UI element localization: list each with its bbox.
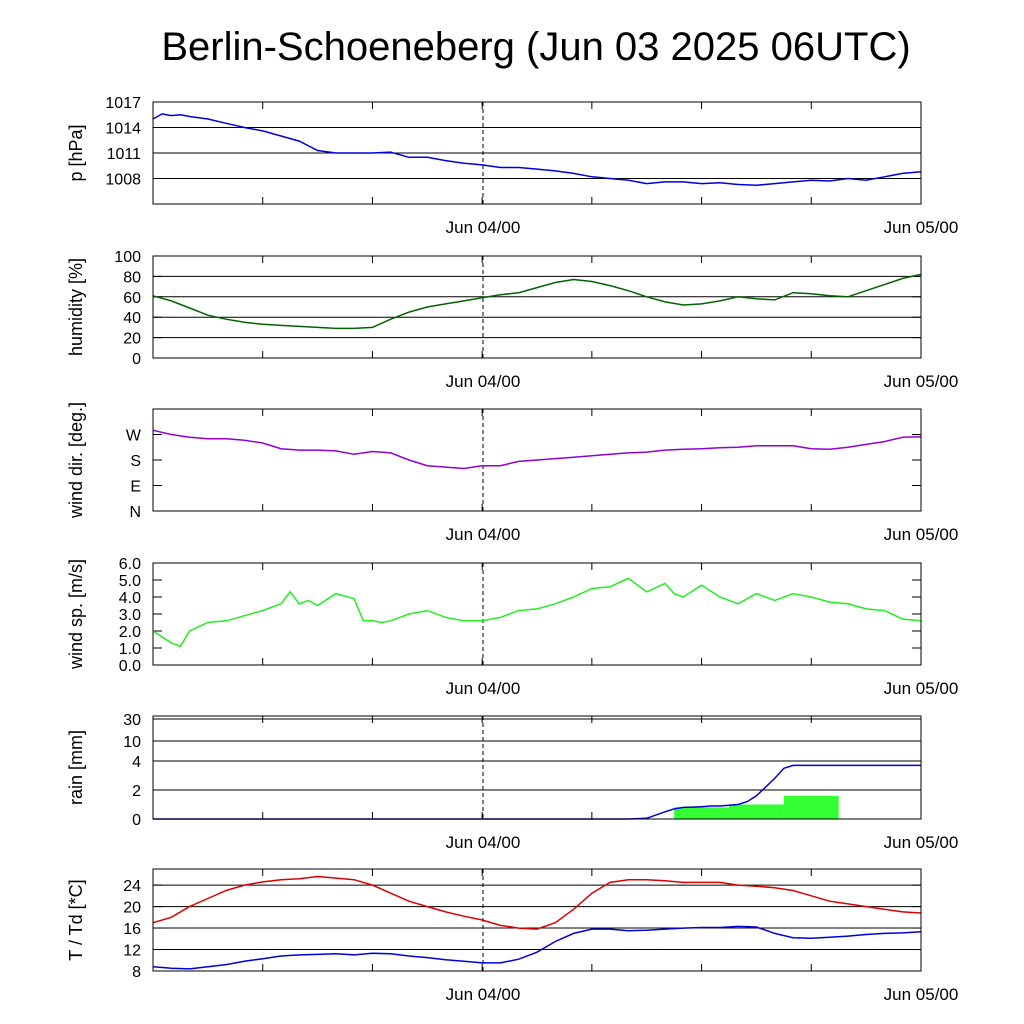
series-line-wind_direction bbox=[152, 429, 922, 470]
y-tick-label: W bbox=[126, 428, 142, 445]
y-tick-label: 24 bbox=[123, 878, 141, 895]
panel-temperature_dewpoint: 8 12 16 20 24 T / Td [*C] Jun 04/00 Jun 05/00 bbox=[66, 868, 959, 1004]
y-tick-label: 20 bbox=[123, 900, 141, 917]
panel-rain: 0 2 4 10 30 rain [mm] Jun 04/00 Jun 05/00 bbox=[66, 712, 958, 852]
y-tick-label: 1008 bbox=[105, 172, 141, 189]
x-tick-label: Jun 04/00 bbox=[446, 525, 521, 544]
panel-wind_speed: 0.01.02.03.04.05.06.0 wind sp. [m/s] Jun 0… bbox=[66, 556, 958, 698]
x-tick-label: Jun 04/00 bbox=[446, 218, 521, 237]
y-tick-label: S bbox=[130, 453, 141, 470]
y-tick-label: 6.0 bbox=[119, 556, 141, 573]
y-tick-label: 10 bbox=[123, 734, 141, 751]
series-line-humidity bbox=[152, 273, 922, 330]
x-tick-label: Jun 05/00 bbox=[884, 372, 959, 391]
plot-frame bbox=[152, 255, 922, 359]
y-axis-label: rain [mm] bbox=[66, 730, 86, 805]
x-tick-label: Jun 04/00 bbox=[446, 833, 521, 852]
y-tick-label: N bbox=[129, 504, 141, 521]
series-line-rain bbox=[153, 764, 921, 820]
y-tick-label: 80 bbox=[123, 269, 141, 286]
y-tick-label: 30 bbox=[123, 712, 141, 729]
x-tick-label: Jun 04/00 bbox=[446, 985, 521, 1004]
y-tick-label: 0 bbox=[132, 812, 141, 829]
y-axis-label: wind sp. [m/s] bbox=[66, 559, 86, 670]
series-line-temperature_dewpoint-0 bbox=[152, 875, 922, 930]
y-tick-label: 60 bbox=[123, 290, 141, 307]
y-tick-label: 5.0 bbox=[119, 573, 141, 590]
y-axis-label: wind dir. [deg.] bbox=[66, 402, 86, 519]
x-tick-label: Jun 05/00 bbox=[884, 525, 959, 544]
y-tick-label: 0 bbox=[132, 351, 141, 368]
plot-frame bbox=[152, 101, 922, 205]
series-line-pressure bbox=[152, 113, 922, 187]
panel-pressure: 1008 1011 1014 1017 p [hPa] Jun 04/00 Jun 05/0… bbox=[66, 95, 958, 237]
chart-title: Berlin-Schoeneberg (Jun 03 2025 06UTC) bbox=[161, 25, 910, 69]
plot-frame bbox=[152, 868, 922, 972]
plot-frame bbox=[152, 715, 922, 820]
y-tick-label: 100 bbox=[114, 249, 141, 266]
rain-bar bbox=[783, 795, 839, 819]
x-tick-label: Jun 05/00 bbox=[884, 833, 959, 852]
panel-humidity: 0 20 40 60 80 100 humidity [%] Jun 04/00 Jun 05/… bbox=[66, 249, 958, 391]
y-axis-label: p [hPa] bbox=[66, 124, 86, 181]
y-tick-label: E bbox=[130, 479, 141, 496]
y-tick-label: 20 bbox=[123, 331, 141, 348]
y-tick-label: 16 bbox=[123, 921, 141, 938]
y-tick-label: 1014 bbox=[105, 121, 141, 138]
y-axis-label: humidity [%] bbox=[66, 258, 86, 356]
y-tick-label: 4 bbox=[132, 754, 141, 771]
series-line-wind_speed bbox=[152, 577, 922, 648]
y-tick-label: 0.0 bbox=[119, 658, 141, 675]
plot-frame bbox=[152, 408, 922, 512]
y-tick-label: 2.0 bbox=[119, 624, 141, 641]
x-tick-label: Jun 04/00 bbox=[446, 372, 521, 391]
x-tick-label: Jun 05/00 bbox=[884, 218, 959, 237]
y-tick-label: 1017 bbox=[105, 95, 141, 112]
y-tick-label: 1.0 bbox=[119, 641, 141, 658]
y-axis-label: T / Td [*C] bbox=[66, 879, 86, 960]
x-tick-label: Jun 04/00 bbox=[446, 679, 521, 698]
y-tick-label: 4.0 bbox=[119, 590, 141, 607]
series-line-temperature_dewpoint-1 bbox=[152, 925, 922, 970]
y-tick-label: 1011 bbox=[107, 146, 142, 163]
y-tick-label: 40 bbox=[123, 310, 141, 327]
y-tick-label: 2 bbox=[132, 783, 141, 800]
x-tick-label: Jun 05/00 bbox=[884, 985, 959, 1004]
y-tick-label: 3.0 bbox=[119, 607, 141, 624]
y-tick-label: 12 bbox=[123, 943, 141, 960]
y-tick-label: 8 bbox=[132, 964, 141, 981]
rain-bar bbox=[729, 804, 784, 819]
rain-bar bbox=[674, 807, 729, 819]
plot-frame bbox=[152, 562, 922, 666]
x-tick-label: Jun 05/00 bbox=[884, 679, 959, 698]
